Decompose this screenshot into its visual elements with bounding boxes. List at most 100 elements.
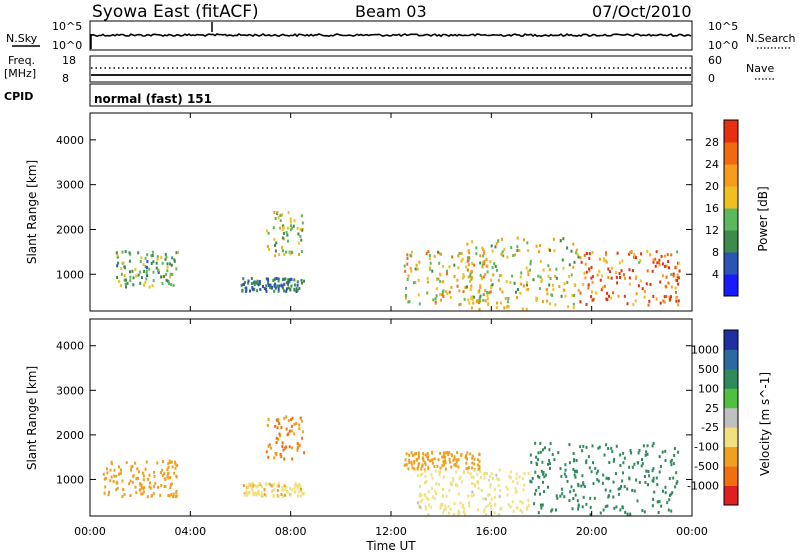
- range-cell: [441, 464, 444, 468]
- range-cell: [289, 228, 292, 232]
- range-cell: [170, 460, 173, 464]
- range-cell: [242, 283, 245, 286]
- range-cell: [482, 293, 485, 297]
- range-cell: [618, 261, 621, 265]
- range-cell: [651, 469, 654, 473]
- range-cell: [529, 453, 532, 457]
- range-cell: [635, 275, 638, 279]
- range-cell: [148, 473, 151, 477]
- range-cell: [478, 299, 481, 303]
- x-tick-label: 16:00: [475, 525, 507, 538]
- range-cell: [261, 485, 263, 489]
- range-cell: [667, 260, 670, 263]
- range-cell: [274, 243, 276, 247]
- range-cell: [464, 455, 467, 459]
- range-cell: [526, 241, 529, 245]
- range-cell: [103, 477, 106, 481]
- range-cell: [142, 490, 145, 494]
- range-cell: [125, 278, 127, 282]
- range-cell: [146, 253, 149, 257]
- range-cell: [515, 489, 518, 493]
- range-cell: [534, 492, 536, 496]
- range-cell: [645, 450, 648, 454]
- range-cell: [534, 470, 537, 474]
- range-cell: [626, 512, 629, 516]
- velocity-panel: 1000 2000 3000 4000 Slant Range [km]: [25, 318, 693, 517]
- range-cell: [479, 284, 482, 287]
- range-cell: [440, 298, 442, 302]
- range-cell: [167, 494, 170, 497]
- range-cell: [612, 495, 615, 499]
- range-cell: [406, 253, 409, 257]
- range-cell: [620, 269, 623, 273]
- range-cell: [568, 263, 571, 267]
- range-cell: [521, 477, 524, 481]
- range-cell: [628, 476, 631, 480]
- range-cell: [471, 461, 474, 465]
- range-cell: [123, 274, 126, 277]
- range-cell: [658, 455, 661, 459]
- range-cell: [251, 287, 254, 291]
- range-cell: [564, 468, 567, 472]
- range-cell: [277, 495, 280, 499]
- range-cell: [253, 283, 256, 287]
- range-cell: [169, 275, 172, 279]
- range-cell: [258, 280, 261, 284]
- range-cell: [255, 493, 258, 497]
- range-cell: [575, 459, 578, 462]
- range-cell: [522, 284, 525, 288]
- range-cell: [640, 252, 643, 256]
- range-cell: [287, 211, 290, 215]
- range-cell: [157, 271, 160, 274]
- range-cell: [424, 461, 427, 465]
- range-cell: [484, 497, 487, 501]
- range-cell: [469, 279, 471, 283]
- range-cell: [596, 478, 599, 482]
- range-cell: [271, 285, 273, 289]
- range-cell: [273, 211, 276, 214]
- range-cell: [601, 274, 604, 278]
- range-cell: [137, 251, 140, 255]
- range-cell: [573, 294, 576, 297]
- range-cell: [282, 236, 284, 240]
- range-cell: [421, 472, 424, 476]
- range-cell: [590, 276, 593, 280]
- range-cell: [530, 480, 533, 484]
- range-cell: [281, 441, 284, 445]
- range-cell: [549, 277, 552, 280]
- range-cell: [150, 494, 153, 498]
- range-cell: [115, 251, 118, 255]
- range-cell: [507, 297, 510, 300]
- range-cell: [588, 269, 591, 273]
- range-cell: [571, 294, 574, 297]
- range-cell: [582, 283, 585, 286]
- range-cell: [580, 484, 583, 488]
- range-cell: [165, 278, 168, 282]
- range-cell: [581, 505, 584, 509]
- range-cell: [538, 250, 541, 254]
- range-cell: [461, 257, 464, 261]
- range-cell: [282, 224, 284, 228]
- range-cell: [118, 465, 120, 469]
- range-cell: [542, 472, 545, 476]
- range-cell: [489, 485, 492, 489]
- noise-right-tick-low: 10^0: [708, 39, 738, 52]
- range-cell: [265, 289, 268, 293]
- y-tick-label: 2000: [56, 223, 84, 236]
- range-cell: [540, 503, 542, 507]
- range-cell: [287, 278, 290, 282]
- range-cell: [428, 490, 430, 494]
- range-cell: [676, 250, 679, 254]
- range-cell: [468, 251, 471, 255]
- range-cell: [572, 489, 575, 492]
- range-cell: [674, 266, 677, 270]
- range-cell: [467, 263, 470, 267]
- range-cell: [116, 253, 119, 257]
- range-cell: [512, 480, 515, 484]
- range-cell: [172, 283, 175, 287]
- velocity-colorbar: -1000 -500 -100 -25 25 100 500 1000: [687, 329, 739, 506]
- range-cell: [664, 449, 667, 453]
- range-cell: [668, 477, 671, 480]
- colorbar-swatch: [724, 208, 738, 231]
- range-cell: [144, 256, 147, 260]
